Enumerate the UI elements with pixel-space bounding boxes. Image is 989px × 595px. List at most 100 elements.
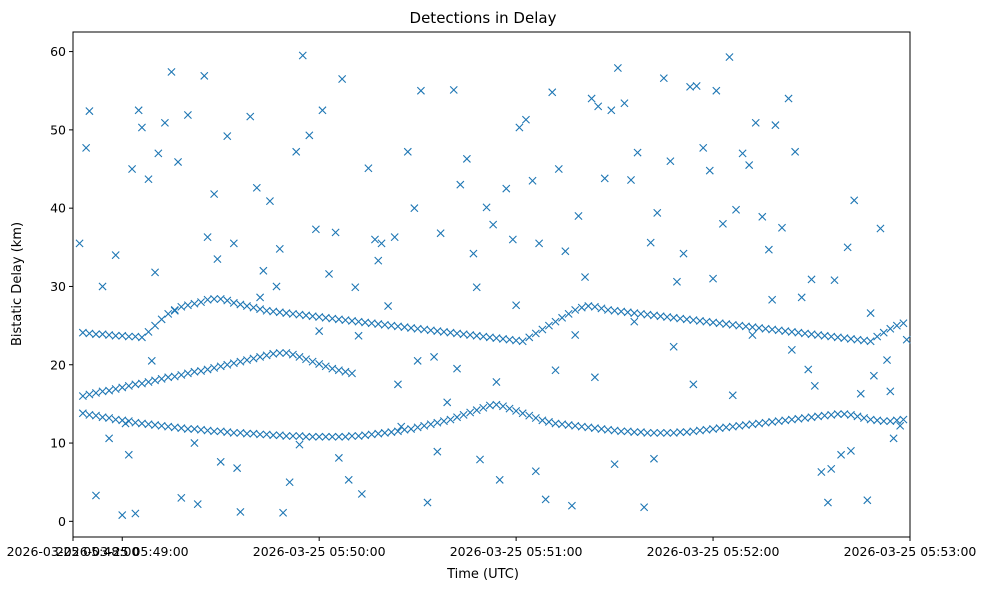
data-point: [784, 94, 793, 103]
data-point: [787, 415, 796, 424]
data-point: [640, 503, 649, 512]
data-point: [745, 161, 754, 170]
data-point: [771, 121, 780, 130]
data-point: [269, 431, 278, 440]
data-point: [361, 431, 370, 440]
data-point: [787, 345, 796, 354]
data-point: [82, 143, 91, 152]
data-point: [758, 212, 767, 221]
data-point: [794, 414, 803, 423]
data-point: [453, 364, 462, 373]
data-point: [124, 450, 133, 459]
data-point: [295, 440, 304, 449]
data-point: [393, 427, 402, 436]
data-point: [498, 334, 507, 343]
data-point: [791, 147, 800, 156]
data-point: [525, 411, 534, 420]
data-point: [308, 432, 317, 441]
data-point: [105, 434, 114, 443]
data-point: [709, 318, 718, 327]
data-point: [728, 422, 737, 431]
data-point: [715, 424, 724, 433]
data-point: [367, 319, 376, 328]
data-point: [508, 235, 517, 244]
data-point: [843, 243, 852, 252]
data-point: [846, 334, 855, 343]
data-point: [695, 316, 704, 325]
data-point: [236, 507, 245, 516]
data-point: [269, 307, 278, 316]
data-point: [410, 204, 419, 213]
data-point: [892, 321, 901, 330]
data-point: [433, 327, 442, 336]
data-point: [502, 184, 511, 193]
data-point: [722, 320, 731, 329]
x-tick-label: 2026-03-25 05:49:00: [56, 544, 189, 559]
data-point: [823, 498, 832, 507]
data-point: [354, 432, 363, 440]
data-point: [288, 309, 297, 318]
data-point: [318, 106, 327, 115]
data-point: [761, 324, 770, 333]
data-point: [492, 400, 501, 409]
data-point: [85, 329, 94, 338]
data-point: [466, 331, 475, 339]
data-point: [879, 328, 888, 337]
data-point: [512, 336, 521, 345]
data-point: [154, 149, 163, 158]
data-point: [361, 318, 370, 327]
y-tick-label: 30: [50, 279, 66, 294]
data-point: [853, 412, 862, 421]
data-point: [807, 275, 816, 284]
data-point: [298, 51, 307, 60]
data-point: [190, 424, 199, 433]
data-point: [613, 64, 622, 73]
data-point: [384, 302, 393, 311]
data-point: [735, 421, 744, 430]
data-point: [397, 422, 406, 431]
data-point: [896, 421, 905, 430]
data-point: [892, 416, 901, 425]
data-point: [755, 323, 764, 332]
data-point: [850, 196, 859, 205]
data-point: [78, 392, 87, 401]
data-point: [728, 320, 737, 329]
data-point: [879, 417, 888, 426]
data-point: [571, 421, 580, 430]
data-point: [223, 428, 232, 437]
y-tick-label: 50: [50, 122, 66, 137]
data-point: [354, 317, 363, 326]
data-point: [151, 321, 160, 330]
data-point: [295, 432, 304, 440]
data-point: [426, 420, 435, 429]
data-point: [656, 312, 665, 321]
data-point: [210, 427, 219, 436]
data-point: [899, 319, 908, 328]
data-point: [197, 425, 206, 434]
data-point: [275, 308, 284, 317]
data-point: [315, 327, 324, 336]
data-point: [544, 321, 553, 330]
data-point: [131, 509, 140, 518]
data-point: [869, 371, 878, 380]
data-point: [407, 323, 416, 332]
data-point: [453, 329, 462, 338]
data-point: [374, 256, 383, 265]
data-point: [617, 427, 626, 436]
data-point: [705, 166, 714, 175]
data-point: [236, 428, 245, 437]
data-point: [170, 306, 179, 315]
data-point: [292, 147, 301, 156]
data-point: [256, 305, 265, 314]
data-point: [873, 416, 882, 425]
data-point: [374, 320, 383, 329]
data-point: [387, 428, 396, 437]
data-point: [334, 315, 343, 324]
data-point: [413, 324, 422, 333]
data-point: [472, 283, 481, 292]
x-axis-label: Time (UTC): [446, 567, 519, 582]
data-point: [436, 229, 445, 238]
data-point: [305, 131, 314, 140]
data-point: [544, 417, 553, 426]
data-point: [282, 349, 291, 357]
